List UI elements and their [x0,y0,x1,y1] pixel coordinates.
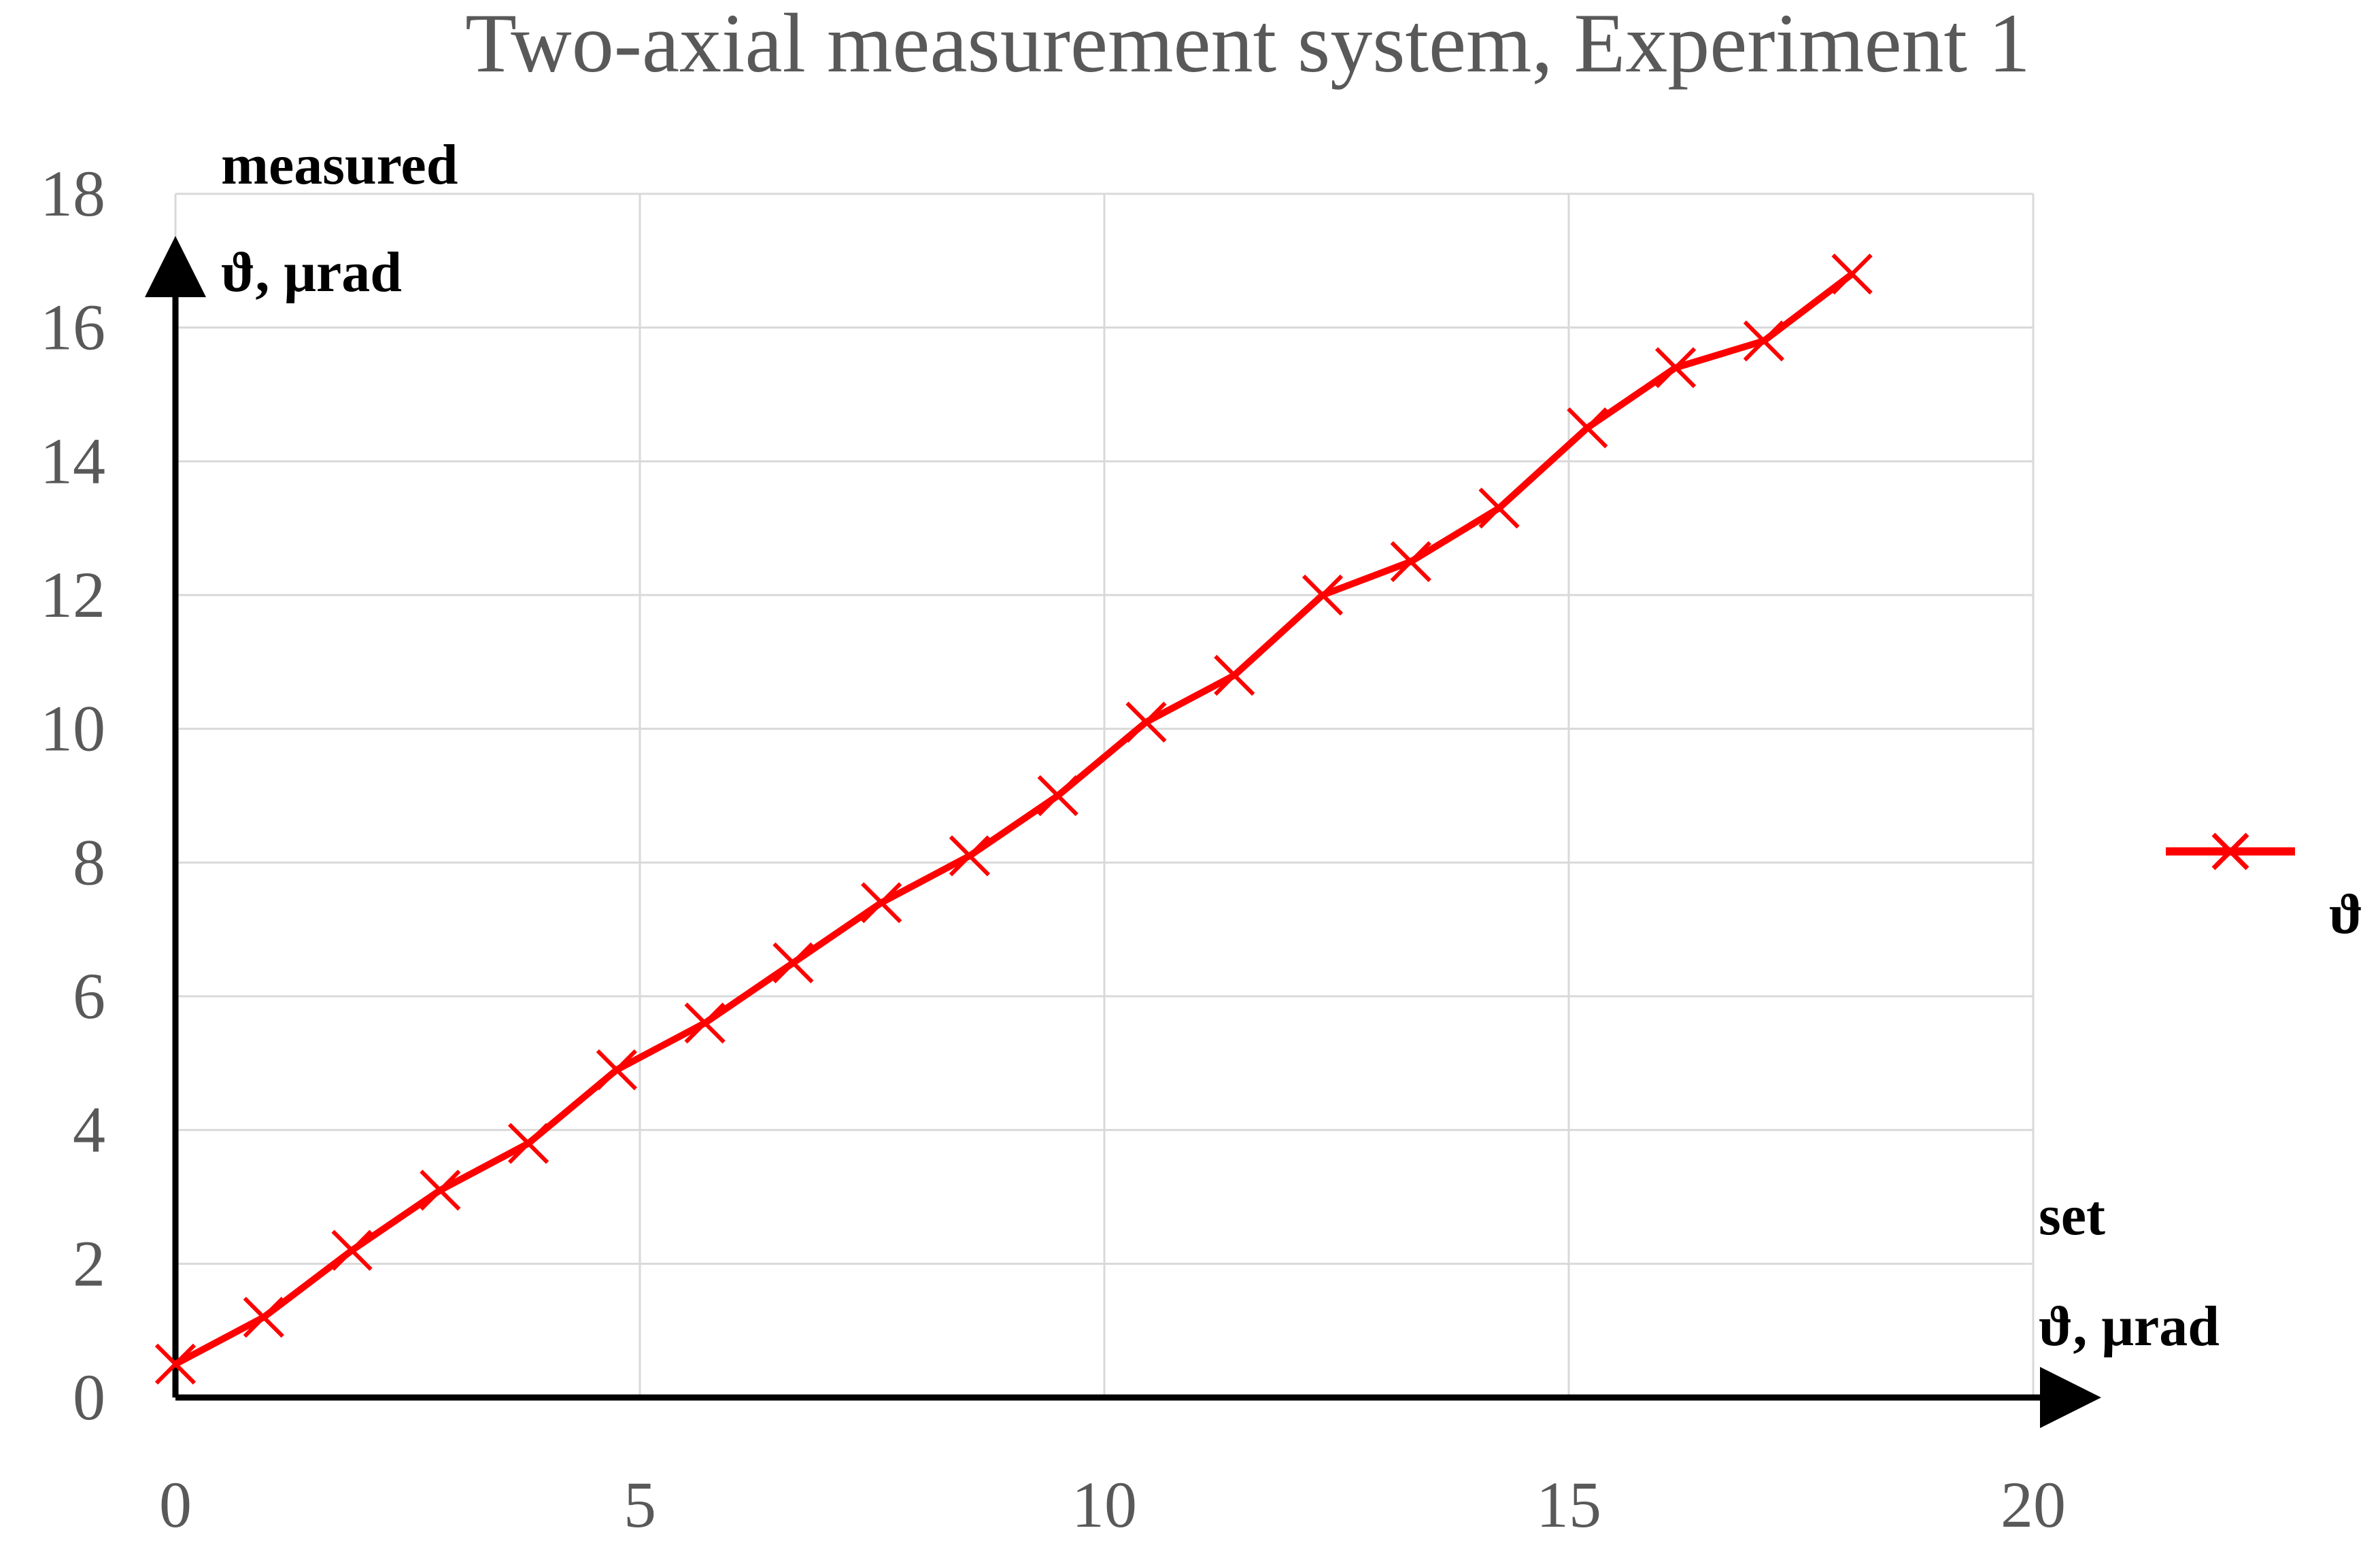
data-point [1037,775,1078,817]
data-point [1214,654,1255,696]
data-point-stroke [1214,654,1255,696]
y-tick-label: 10 [40,692,105,765]
data-point-stroke [1567,407,1608,449]
data-point-stroke [596,1049,637,1091]
data-point [1478,488,1520,529]
x-tick-label: 15 [1536,1468,1601,1541]
data-point-stroke [507,1123,549,1164]
y-tick-label: 12 [40,558,105,631]
data-point [596,1049,637,1091]
legend-label: ϑ [2329,883,2363,946]
data-point [1125,701,1167,743]
data-point-stroke [1302,574,1344,616]
x-tick-label: 10 [1072,1468,1137,1541]
axes [145,236,2101,1428]
grid [174,192,2035,1399]
data-point-stroke [1831,253,1873,295]
series-group [154,253,1873,1385]
y-tick-label: 18 [40,157,105,230]
series [154,253,1873,1385]
data-point-stroke [861,882,902,924]
data-point [949,835,991,877]
data-point-stroke [1743,320,1784,362]
tick-labels: 0 2 4 6 8 10 12 14 16 18 0 5 10 15 20 [40,157,2066,1541]
y-tick-label: 8 [73,826,105,898]
data-point-stroke [1037,775,1078,817]
y-tick-label: 14 [40,424,105,497]
data-point-stroke [949,835,991,877]
y-tick-label: 6 [73,960,105,1032]
y-axis-title-line2: ϑ, μrad [221,241,402,304]
data-point-stroke [1654,347,1697,388]
x-tick-label: 0 [159,1468,192,1541]
y-tick-label: 4 [73,1094,105,1166]
data-point [1743,320,1784,362]
data-point-stroke [420,1170,461,1211]
data-point [1390,541,1431,582]
data-point [861,882,902,924]
data-point-stroke [243,1296,284,1338]
x-axis-title-line2: ϑ, μrad [2039,1295,2220,1358]
legend: ϑ [2166,832,2363,946]
x-tick-label: 5 [624,1468,656,1541]
data-point-stroke [1125,701,1167,743]
y-tick-label: 16 [40,291,105,364]
data-point [1831,253,1873,295]
x-tick-label: 20 [2001,1468,2066,1541]
data-point [331,1230,373,1271]
data-point [243,1296,284,1338]
x-axis-title-line1: set [2039,1184,2105,1247]
chart-title: Two-axial measurement system, Experiment… [465,0,2030,90]
legend-marker [2211,832,2249,870]
y-tick-label: 2 [73,1227,105,1300]
y-tick-label: 0 [73,1361,105,1434]
data-point-stroke [331,1230,373,1271]
data-point-stroke [684,1002,726,1044]
data-point [1654,347,1697,388]
data-point [154,1343,197,1385]
y-axis-title-line1: measured [221,133,458,197]
data-point-stroke [1478,488,1520,529]
data-point [772,942,814,983]
data-point-stroke [154,1343,197,1385]
data-point [507,1123,549,1164]
data-point [1302,574,1344,616]
data-point-stroke [772,942,814,983]
data-point [420,1170,461,1211]
data-point-stroke [1390,541,1431,582]
data-point [684,1002,726,1044]
data-point [1567,407,1608,449]
